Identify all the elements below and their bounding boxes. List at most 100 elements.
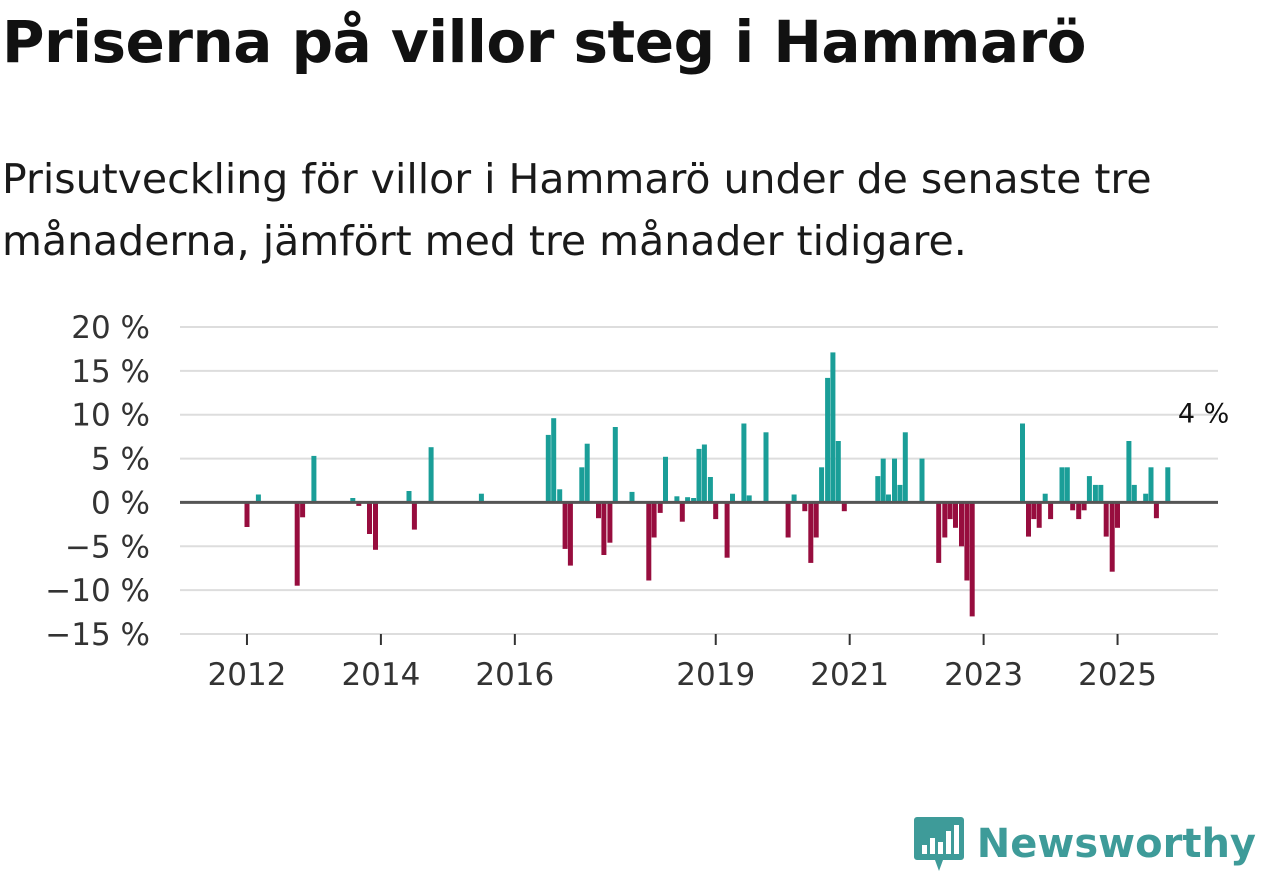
bar [713, 502, 719, 520]
bar [841, 502, 847, 512]
bar [701, 444, 707, 503]
bar [411, 502, 417, 530]
bar [947, 502, 953, 520]
x-tick-label: 2016 [475, 657, 554, 693]
bar [356, 502, 362, 506]
bar [902, 432, 908, 503]
bar [959, 502, 964, 547]
bar [819, 467, 825, 503]
bar [942, 502, 948, 538]
bar [545, 434, 551, 503]
chart-title: Priserna på villor steg i Hammarö [2, 8, 1087, 76]
latest-value-label: 4 % [1178, 398, 1229, 429]
y-tick-label: −10 % [45, 573, 150, 609]
bar [1081, 502, 1087, 511]
bar [808, 502, 814, 563]
y-tick-label: 15 % [71, 354, 150, 390]
chart-subtitle: Prisutveckling för villor i Hammarö unde… [2, 155, 1152, 265]
bar [428, 447, 434, 503]
x-tick-label: 2023 [944, 657, 1023, 693]
bar [691, 498, 697, 503]
bar [936, 502, 942, 563]
bar [607, 502, 613, 543]
bar [1098, 484, 1104, 503]
bar [311, 455, 317, 503]
bar [551, 418, 557, 503]
bar [1086, 476, 1092, 503]
bar [1076, 502, 1082, 520]
bar [830, 352, 836, 503]
bar [919, 458, 925, 503]
bar [350, 498, 356, 503]
y-axis-labels: 20 % 15 % 10 % 5 % 0 % −5 % −10 % −15 % [45, 310, 150, 653]
bar [953, 502, 958, 528]
bar [1059, 467, 1065, 503]
bar [367, 502, 372, 534]
bar [657, 502, 663, 513]
bar [707, 477, 713, 503]
bar [651, 502, 657, 538]
bar [567, 502, 573, 566]
bar [802, 502, 808, 512]
bar [562, 502, 568, 549]
y-tick-label: −5 % [65, 529, 150, 565]
y-tick-label: −15 % [45, 617, 150, 653]
bar [478, 493, 484, 503]
bar [1115, 502, 1120, 528]
x-tick-label: 2021 [810, 657, 889, 693]
bar [612, 427, 618, 503]
bar [1064, 467, 1070, 503]
bar [1143, 493, 1149, 503]
y-tick-label: 5 % [91, 442, 150, 478]
bar [1031, 502, 1037, 520]
bar [255, 494, 261, 503]
bar [897, 484, 903, 503]
x-tick-label: 2014 [341, 657, 420, 693]
bar [1026, 502, 1031, 537]
bar [825, 377, 831, 503]
bar [746, 495, 752, 503]
bar [685, 497, 691, 503]
bar [294, 502, 300, 586]
bar [1020, 423, 1025, 503]
bar [1070, 502, 1076, 511]
bar [1126, 441, 1132, 503]
bar [813, 502, 819, 538]
bar [892, 458, 897, 503]
bar [1153, 502, 1159, 519]
bar [679, 502, 685, 522]
bar-chart: 20 %15 %10 %5 %0 %−5 %−10 %−15 % 2012 201… [45, 310, 1229, 693]
bar [674, 496, 680, 503]
bar [1103, 502, 1109, 537]
grid-lines [180, 326, 1218, 635]
bar [1148, 467, 1154, 503]
bar [557, 489, 563, 503]
bar [969, 502, 975, 617]
bar-chart-speech-bubble-icon [913, 817, 964, 871]
bar [1048, 502, 1054, 520]
bar [964, 502, 970, 581]
y-tick-label: 10 % [71, 398, 150, 434]
bar [1092, 484, 1098, 503]
brand-name: Newsworthy [976, 821, 1256, 867]
bar [1042, 493, 1048, 503]
annotations: 4 % [1178, 398, 1229, 429]
bar [1165, 467, 1171, 503]
bar [244, 502, 250, 527]
x-axis: 2012 2014 2016 2019 2021 2023 2025 [208, 634, 1157, 693]
bar [696, 448, 702, 503]
bar [835, 441, 841, 503]
bar [763, 432, 769, 503]
bar [785, 502, 791, 538]
bar [791, 494, 797, 503]
bar [584, 443, 590, 503]
bar [406, 491, 412, 503]
bar [579, 467, 585, 503]
bar [875, 476, 881, 503]
bar [646, 502, 652, 581]
bar [373, 502, 378, 550]
y-tick-label: 20 % [71, 310, 150, 346]
bar [1131, 484, 1137, 503]
bar [730, 493, 735, 503]
bar [724, 502, 730, 558]
